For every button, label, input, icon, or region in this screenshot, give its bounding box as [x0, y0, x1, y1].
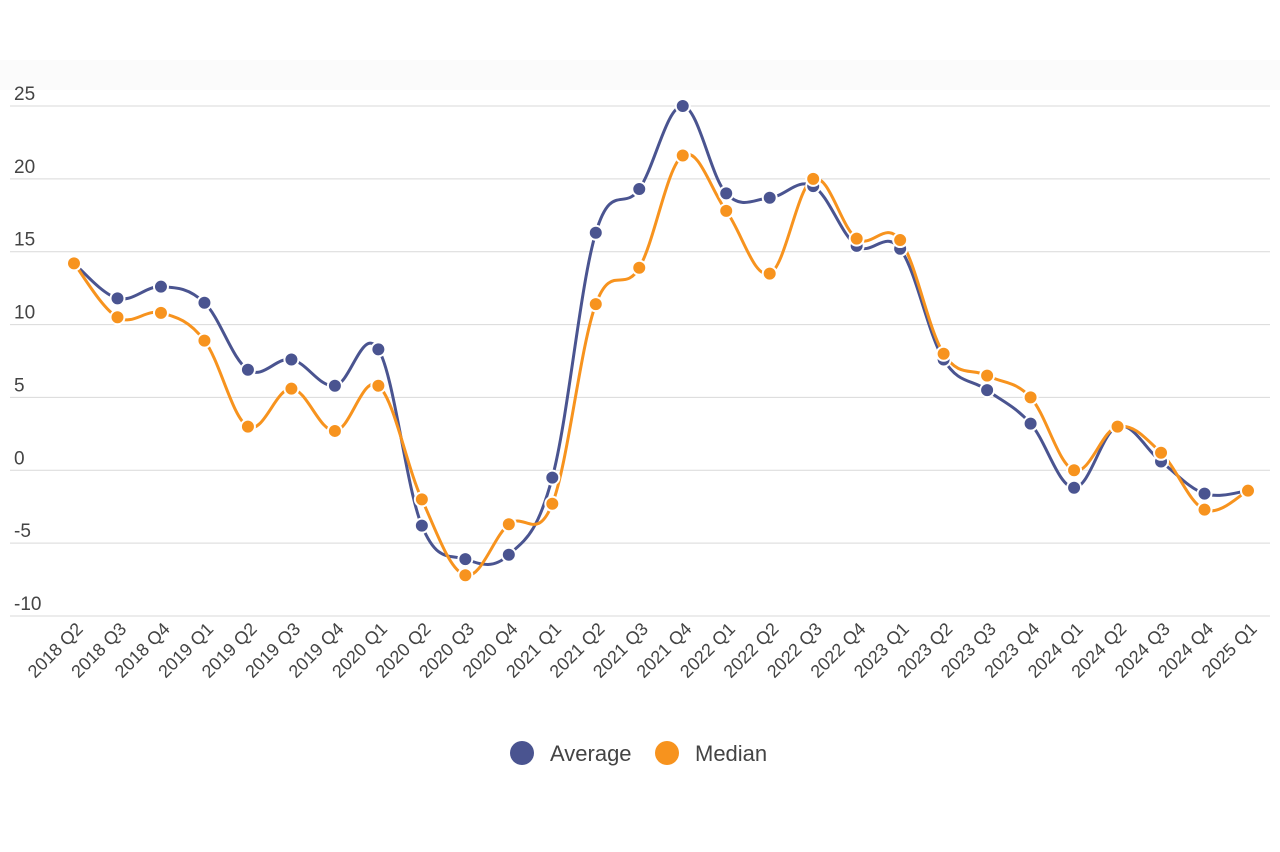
median-point[interactable]	[1109, 418, 1126, 435]
legend-median-label[interactable]: Median	[695, 741, 767, 766]
average-series-line	[72, 104, 1250, 566]
series-points	[66, 98, 1256, 584]
median-point[interactable]	[718, 202, 735, 219]
median-point[interactable]	[848, 230, 865, 247]
median-point[interactable]	[457, 567, 474, 584]
average-point[interactable]	[457, 551, 474, 568]
average-point[interactable]	[1022, 415, 1039, 432]
average-point[interactable]	[631, 181, 648, 198]
average-point[interactable]	[413, 517, 430, 534]
median-point[interactable]	[892, 232, 909, 249]
median-point[interactable]	[1066, 462, 1083, 479]
median-point[interactable]	[1022, 389, 1039, 406]
median-point[interactable]	[152, 304, 169, 321]
average-point[interactable]	[283, 351, 300, 368]
average-point[interactable]	[1066, 479, 1083, 496]
legend: Average Median	[510, 741, 767, 766]
average-point[interactable]	[979, 382, 996, 399]
average-point[interactable]	[674, 98, 691, 114]
median-point[interactable]	[500, 516, 517, 533]
y-tick-label: 10	[14, 303, 35, 324]
legend-average-label[interactable]: Average	[550, 741, 632, 766]
median-point[interactable]	[805, 170, 822, 187]
average-point[interactable]	[152, 278, 169, 295]
median-point[interactable]	[587, 296, 604, 313]
average-point[interactable]	[500, 546, 517, 563]
median-point[interactable]	[413, 491, 430, 508]
median-point[interactable]	[761, 265, 778, 282]
median-point[interactable]	[239, 418, 256, 435]
average-point[interactable]	[544, 469, 561, 486]
y-tick-label: -5	[14, 521, 31, 542]
median-point[interactable]	[979, 367, 996, 384]
legend-average-marker[interactable]	[510, 741, 534, 765]
y-tick-label: 0	[14, 448, 25, 469]
median-point[interactable]	[196, 332, 213, 349]
median-point[interactable]	[631, 259, 648, 276]
median-point[interactable]	[935, 345, 952, 362]
median-point[interactable]	[1196, 501, 1213, 518]
median-point[interactable]	[1153, 444, 1170, 461]
average-point[interactable]	[761, 189, 778, 206]
legend-median-marker[interactable]	[655, 741, 679, 765]
average-point[interactable]	[239, 361, 256, 378]
median-point[interactable]	[544, 495, 561, 512]
median-point[interactable]	[326, 422, 343, 439]
median-point[interactable]	[1240, 482, 1256, 499]
median-point[interactable]	[66, 255, 82, 272]
chart-top-band	[0, 60, 1280, 90]
average-point[interactable]	[587, 224, 604, 241]
average-point[interactable]	[326, 377, 343, 394]
y-axis-ticks: 25 20 15 10 5 0 -5 -10	[14, 84, 41, 615]
median-point[interactable]	[109, 309, 126, 326]
y-tick-label: 25	[14, 84, 35, 105]
average-point[interactable]	[718, 185, 735, 202]
average-point[interactable]	[370, 341, 387, 358]
median-point[interactable]	[283, 380, 300, 397]
average-point[interactable]	[1196, 485, 1213, 502]
y-tick-label: 20	[14, 157, 35, 178]
y-tick-label: 15	[14, 230, 35, 251]
average-point[interactable]	[109, 290, 126, 307]
y-tick-label: -10	[14, 594, 41, 615]
series-lines	[72, 104, 1250, 577]
median-point[interactable]	[674, 147, 691, 164]
average-point[interactable]	[196, 294, 213, 311]
median-point[interactable]	[370, 377, 387, 394]
y-tick-label: 5	[14, 375, 25, 396]
